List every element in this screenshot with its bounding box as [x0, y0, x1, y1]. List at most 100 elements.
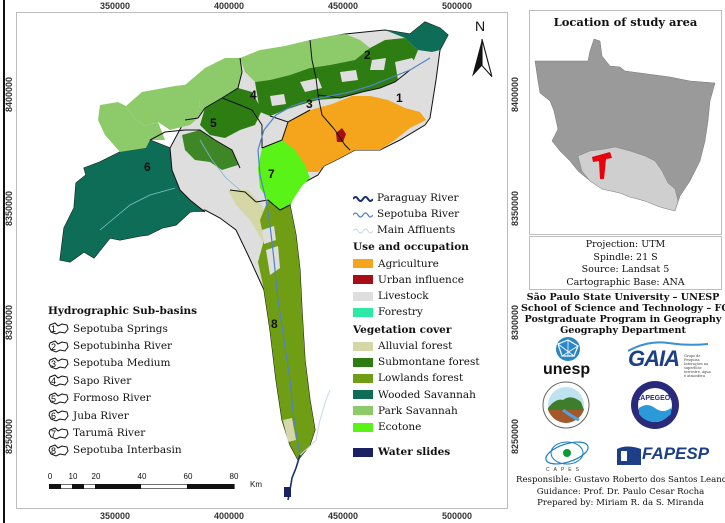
basin-number: 5 — [210, 116, 217, 130]
x-tick-label: 350000 — [99, 1, 131, 11]
basin-number: 1 — [396, 91, 403, 105]
basin-number: 7 — [268, 167, 275, 181]
svg-text:7: 7 — [51, 429, 56, 439]
capes-orbit-icon — [545, 441, 589, 465]
use-legend-title: Use and occupation — [353, 241, 469, 254]
landscape-seal-logo — [541, 380, 591, 430]
program-line: Postgraduate Program in Geography — [524, 314, 722, 325]
legend-item-submontane-forest: Submontane forest — [353, 354, 480, 370]
basin-map: 1 2 3 4 5 6 7 8 — [59, 21, 449, 501]
x-tick-label: 450000 — [327, 511, 359, 521]
basin-shape-icon: 4 — [48, 374, 69, 387]
fapesp-flag-icon — [617, 446, 641, 465]
gaia-logo: GAIA Grupo de Pesquisa Interações na sup… — [628, 340, 718, 378]
color-swatch — [353, 307, 373, 317]
gaia-swoosh-icon — [628, 341, 708, 352]
svg-text:8: 8 — [51, 446, 56, 456]
rivers-legend: Paraguay River Sepotuba River Main Afflu… — [353, 190, 469, 320]
school-line: School of Science and Technology – FCT — [521, 303, 725, 314]
legend-item-main-affluents: Main Affluents — [353, 222, 469, 238]
svg-text:4: 4 — [51, 376, 56, 386]
legend-item-subbasin: 8 Sepotuba Interbasin — [48, 442, 197, 459]
subbasins-legend: Hydrographic Sub-basins 1 Sepotuba Sprin… — [48, 302, 197, 459]
color-swatch — [353, 447, 373, 457]
university-line: São Paulo State University – UNESP — [526, 292, 720, 303]
vegetation-legend: Vegetation cover Alluvial forest Submont… — [353, 321, 480, 460]
legend-item-subbasin: 2 Sepotubinha River — [48, 337, 197, 354]
unesp-globe-icon — [556, 337, 580, 361]
north-label: N — [475, 18, 486, 34]
department-line: Geography Department — [560, 325, 686, 336]
basin-shape-icon: 8 — [48, 444, 69, 457]
basin-shape-icon: 1 — [48, 322, 69, 335]
lapegeof-logo: LAPEGEOF — [629, 380, 684, 430]
legend-item-water-slides: Water slides — [353, 444, 480, 460]
credits-block: Responsible: Gustavo Roberto dos Santos … — [516, 475, 725, 510]
legend-item-wooded-savannah: Wooded Savannah — [353, 387, 480, 403]
svg-text:6: 6 — [51, 411, 56, 421]
basin-number: 4 — [250, 88, 257, 102]
spindle-line: Spindle: 21 S — [593, 251, 658, 263]
legend-item-lowlands-forest: Lowlands forest — [353, 370, 480, 386]
scale-bar-graphic — [49, 484, 235, 489]
page-left-border — [3, 0, 5, 523]
legend-item-sepotuba-river: Sepotuba River — [353, 206, 469, 222]
svg-text:1: 1 — [51, 324, 56, 334]
x-tick-label: 500000 — [441, 511, 473, 521]
basin-shape-icon: 7 — [48, 426, 69, 440]
legend-item-subbasin: 5 Formoso River — [48, 390, 197, 407]
svg-text:3: 3 — [51, 359, 56, 369]
color-swatch — [353, 390, 373, 400]
legend-item-subbasin: 6 Juba River — [48, 407, 197, 424]
location-inset-map — [534, 38, 716, 212]
capes-logo: CAPES — [542, 437, 597, 473]
color-swatch — [353, 341, 373, 351]
prepared-by-line: Prepared by: Miriam R. da S. Miranda — [537, 498, 704, 508]
basin-number: 2 — [364, 48, 371, 62]
legend-item-paraguay-river: Paraguay River — [353, 190, 469, 206]
basin-shape-icon: 6 — [48, 409, 69, 422]
source-line: Source: Landsat 5 — [581, 264, 670, 275]
location-title: Location of study area — [553, 15, 698, 29]
color-swatch — [353, 422, 373, 432]
river-line-icon — [353, 212, 373, 218]
legend-item-alluvial-forest: Alluvial forest — [353, 338, 480, 354]
x-tick-label: 450000 — [327, 1, 359, 11]
basin-shape-icon: 3 — [48, 357, 69, 370]
x-tick-label: 500000 — [441, 1, 473, 11]
legend-item-subbasin: 7 Tarumã River — [48, 424, 197, 441]
location-inset-panel: Location of study area — [529, 10, 722, 235]
color-swatch — [353, 275, 373, 285]
lapegeof-seal-icon — [631, 381, 679, 429]
x-tick-label: 400000 — [213, 511, 245, 521]
subbasins-legend-title: Hydrographic Sub-basins — [48, 305, 198, 317]
legend-item-park-savannah: Park Savannah — [353, 403, 480, 419]
color-swatch — [353, 373, 373, 383]
legend-item-subbasin: 3 Sepotuba Medium — [48, 355, 197, 372]
x-tick-label: 350000 — [99, 511, 131, 521]
river-line-icon — [353, 195, 373, 202]
legend-item-subbasin: 4 Sapo River — [48, 372, 197, 389]
north-arrow-icon — [472, 39, 493, 77]
legend-item-ecotone: Ecotone — [353, 419, 480, 435]
responsible-line: Responsible: Gustavo Roberto dos Santos … — [516, 475, 725, 485]
legend-item-urban-influence: Urban influence — [353, 272, 469, 288]
institution-block: São Paulo State University – UNESP Schoo… — [521, 292, 725, 336]
guidance-line: Guidance: Prof. Dr. Paulo Cesar Rocha — [536, 486, 705, 497]
x-tick-label: 400000 — [213, 1, 245, 11]
legend-item-agriculture: Agriculture — [353, 256, 469, 272]
river-line-icon — [353, 228, 373, 234]
fapesp-logo: FAPESP — [617, 443, 717, 467]
legend-item-subbasin: 1 Sepotuba Springs — [48, 320, 197, 337]
basin-number: 8 — [271, 317, 278, 331]
svg-text:5: 5 — [51, 394, 56, 404]
legend-item-livestock: Livestock — [353, 288, 469, 304]
landscape-seal-icon — [542, 381, 590, 429]
basin-number: 6 — [144, 160, 151, 174]
basin-shape-icon: 5 — [48, 392, 69, 405]
unesp-logo: unesp — [543, 336, 593, 382]
basin-number: 3 — [306, 97, 313, 111]
legend-item-forestry: Forestry — [353, 304, 469, 320]
svg-text:2: 2 — [51, 342, 56, 352]
cartographic-base-line: Cartographic Base: ANA — [566, 276, 685, 288]
